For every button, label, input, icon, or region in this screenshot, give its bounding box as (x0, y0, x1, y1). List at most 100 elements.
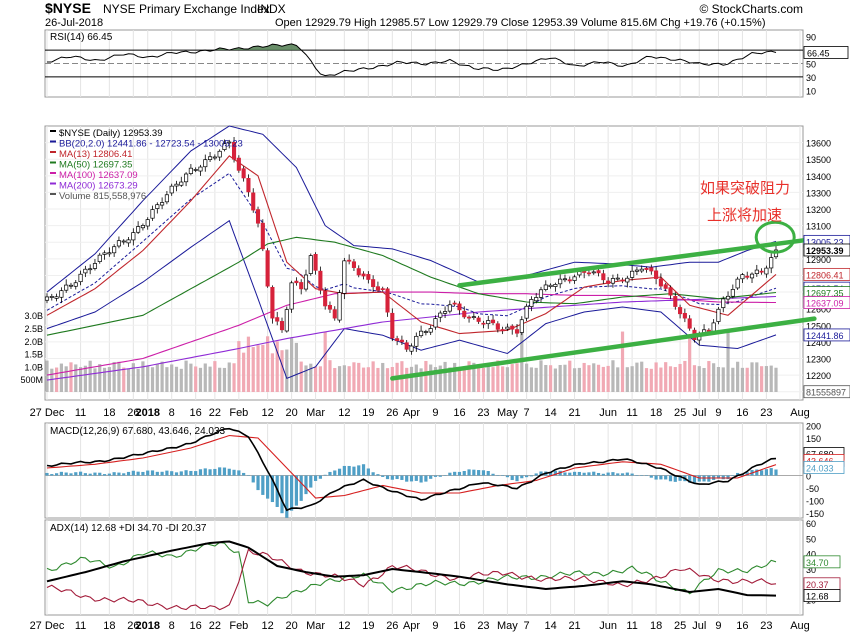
price-value-tag (803, 296, 850, 309)
macd-histogram-bar (525, 475, 529, 478)
volume-bar (160, 361, 164, 392)
macd-histogram-bar (208, 469, 212, 476)
price-candle (155, 204, 160, 209)
macd-histogram-bar (736, 472, 740, 476)
price-candle (371, 279, 376, 288)
volume-bar (309, 363, 313, 392)
price-candle (332, 309, 337, 319)
price-candle (716, 308, 721, 322)
price-candle (529, 299, 534, 307)
volume-bar (577, 367, 581, 392)
price-tick-label: 12900 (806, 255, 831, 265)
price-candle (131, 232, 136, 241)
price-candle (112, 246, 117, 254)
volume-bar (510, 364, 514, 392)
x-axis-label: Aug (790, 407, 810, 419)
macd-histogram-bar (323, 474, 327, 476)
volume-bar (745, 367, 749, 392)
price-tick-label: 13300 (806, 188, 831, 198)
x-axis-label: 12 (338, 407, 350, 419)
volume-bar (385, 368, 390, 392)
price-candle (323, 290, 328, 307)
price-candle (246, 177, 251, 193)
price-candle (49, 296, 54, 298)
macd-histogram-bar (577, 471, 581, 476)
bb-middle-line (46, 172, 777, 317)
macd-histogram-bar (285, 475, 289, 518)
price-candle (270, 286, 275, 319)
macd-histogram-bar (760, 470, 764, 476)
macd-legend: MACD(12,26,9) 67.680, 43.646, 24.033 (50, 426, 226, 437)
macd-histogram-bar (50, 474, 54, 476)
macd-histogram-bar (654, 475, 658, 480)
macd-histogram-bar (774, 469, 778, 476)
rsi-tick-label: 30 (806, 73, 816, 83)
price-candle (83, 268, 88, 274)
x-axis-label: 11 (75, 407, 86, 419)
price-tick-label: 12600 (806, 305, 831, 315)
macd-histogram-bar (409, 475, 414, 482)
rsi-line (47, 43, 777, 77)
macd-histogram-bar (405, 475, 409, 482)
price-legend-item: MA(50) 12697.35 (59, 160, 132, 171)
x-axis-label-bottom: 27 Dec (30, 620, 65, 632)
price-candle (759, 270, 764, 273)
price-candle (428, 328, 433, 333)
volume-bar (764, 366, 769, 392)
price-candle (44, 296, 50, 301)
price-candle (92, 263, 98, 269)
macd-value-tag (803, 461, 845, 474)
price-candle (433, 318, 438, 328)
volume-bar (337, 366, 342, 392)
x-axis-label-bottom: 19 (362, 620, 374, 632)
volume-bar (736, 361, 740, 392)
price-candle (198, 166, 203, 172)
volume-bar (266, 336, 270, 392)
price-candle (212, 156, 217, 159)
price-value-tag (803, 385, 850, 399)
macd-histogram-bar (692, 475, 697, 483)
x-axis-label: 19 (362, 407, 374, 419)
price-candle (303, 274, 309, 290)
x-axis-label: Jul (692, 407, 706, 419)
price-legend-item: MA(100) 12637.09 (59, 170, 138, 181)
price-candle (222, 143, 227, 150)
macd-histogram-bar (745, 472, 749, 476)
volume-bar (467, 361, 471, 392)
volume-tick-label: 2.5B (24, 324, 43, 334)
credit-text: © StockCharts.com (699, 2, 803, 16)
price-candle (591, 271, 596, 274)
price-candle (615, 277, 620, 280)
volume-tick-label: 2.0B (24, 337, 43, 347)
volume-bar (515, 363, 519, 392)
price-candle (399, 339, 404, 343)
macd-histogram-bar (515, 475, 519, 482)
volume-bar (256, 345, 260, 392)
price-candle (586, 272, 592, 275)
x-axis-label: 18 (650, 407, 662, 419)
price-candle (217, 150, 222, 158)
macd-histogram-bar (568, 472, 572, 476)
macd-histogram-bar (419, 475, 423, 483)
volume-bar (668, 366, 673, 392)
macd-histogram-bar (390, 475, 394, 480)
volume-bar (165, 367, 169, 392)
macd-histogram-bar (304, 475, 308, 495)
x-axis-label-bottom: Feb (229, 620, 248, 632)
x-axis-label: 11 (626, 407, 637, 419)
adx-value-tag (803, 589, 841, 602)
price-candle (169, 185, 174, 194)
price-candle (467, 316, 472, 319)
price-candle (116, 240, 121, 247)
x-axis-label: 26 (386, 407, 398, 419)
price-candle (313, 253, 318, 271)
macd-histogram-bar (309, 475, 313, 488)
macd-histogram-bar (649, 475, 653, 478)
volume-bar (505, 367, 510, 392)
price-value-label: 12953.39 (806, 246, 844, 256)
header-ohlc: Open 12929.79 High 12985.57 Low 12929.79… (275, 17, 765, 29)
volume-bar (64, 366, 68, 392)
price-candle (764, 267, 769, 275)
price-candle (73, 282, 78, 287)
